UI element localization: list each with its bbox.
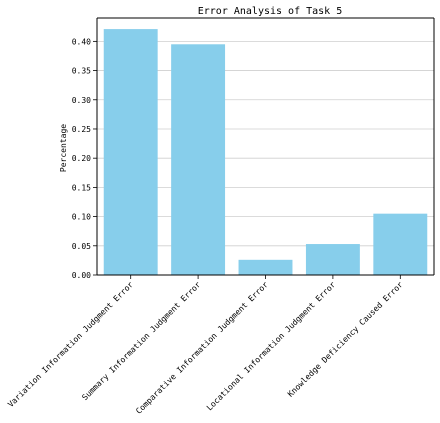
bar-2: [171, 44, 226, 276]
y-axis-title: Percentage: [59, 124, 68, 172]
y-tick-label: 0.35: [72, 67, 91, 76]
bar-5: [373, 213, 428, 275]
y-tick-label: 0.40: [72, 37, 91, 46]
bar-1: [103, 29, 158, 275]
y-tick-label: 0.10: [72, 213, 91, 222]
y-tick-label: 0.20: [72, 154, 91, 163]
x-ticks: Variation Information Judgment ErrorSumm…: [6, 275, 405, 416]
axes: [96, 17, 435, 276]
bar-4: [305, 244, 360, 275]
x-tick-label: Variation Information Judgment Error: [6, 280, 135, 409]
x-tick-label: Comparative Information Judgment Error: [134, 280, 270, 416]
bars: [103, 29, 428, 276]
bar-3: [238, 259, 293, 275]
y-tick-label: 0.30: [72, 96, 91, 105]
y-tick-label: 0.00: [72, 271, 91, 280]
x-tick-label: Locational Information Judgment Error: [205, 280, 338, 413]
chart-title: Error Analysis of Task 5: [198, 6, 343, 17]
y-tick-label: 0.15: [72, 183, 91, 192]
x-tick-label: Knowledge Deficiency Caused Error: [286, 280, 405, 399]
y-tick-label: 0.25: [72, 125, 91, 134]
x-tick-label: Summary Information Judgment Error: [80, 280, 202, 402]
y-ticks: 0.00 0.05 0.10 0.15 0.20 0.25 0.30 0.35 0.40: [72, 37, 97, 280]
y-tick-label: 0.05: [72, 242, 91, 251]
